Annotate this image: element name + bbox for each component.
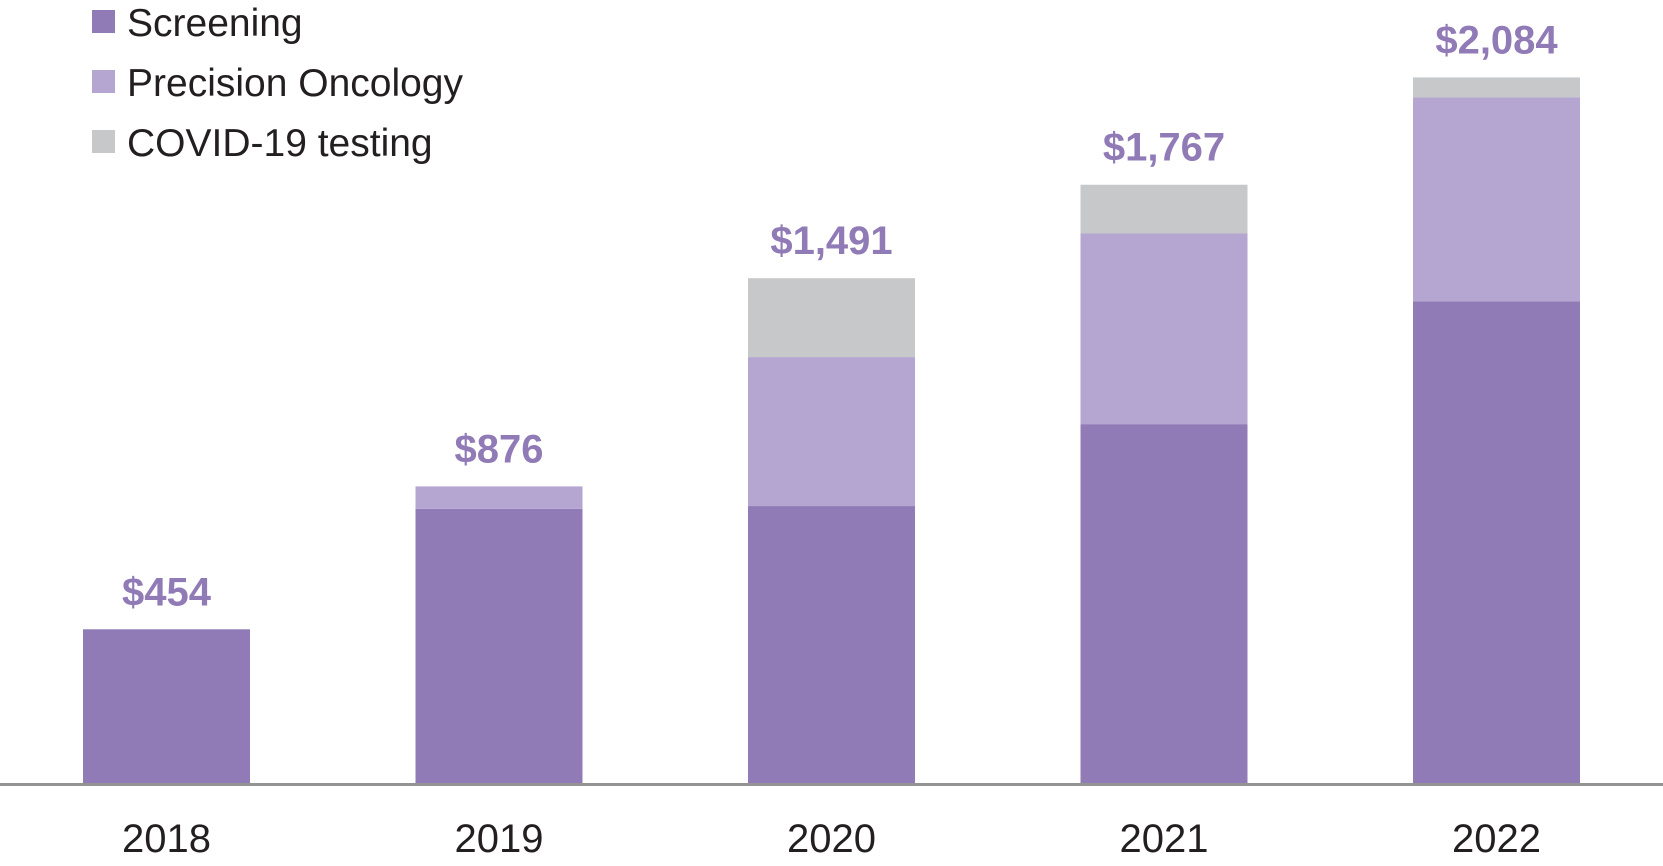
bar-segment-2022-precision-oncology — [1413, 97, 1580, 302]
x-tick-label-2020: 2020 — [787, 817, 876, 861]
legend-label-screening: Screening — [127, 2, 303, 45]
total-label-2021: $1,767 — [1103, 126, 1225, 170]
x-tick-label-2022: 2022 — [1452, 817, 1541, 861]
total-label-2019: $876 — [455, 427, 544, 471]
bar-segment-2019-precision-oncology — [415, 486, 583, 509]
chart-legend: Screening Precision Oncology COVID-19 test… — [92, 2, 463, 165]
bar-segment-2021-covid-19-testing — [1080, 184, 1248, 234]
x-tick-label-2018: 2018 — [122, 817, 211, 861]
bar-segment-2021-precision-oncology — [1080, 233, 1248, 425]
bar-segment-2020-screening — [748, 506, 915, 783]
legend-swatch-precision-oncology — [92, 70, 115, 93]
bar-segment-2020-precision-oncology — [748, 357, 915, 507]
chart-bars — [83, 77, 1580, 783]
legend-swatch-covid-19-testing — [92, 130, 115, 153]
x-axis-tick-labels: 2018 2019 2020 2021 2022 — [122, 817, 1541, 861]
total-label-2020: $1,491 — [770, 219, 892, 263]
bar-segment-2018-screening — [83, 629, 250, 783]
legend-label-precision-oncology: Precision Oncology — [127, 62, 463, 105]
total-label-2022: $2,084 — [1435, 18, 1558, 62]
bar-segment-2020-covid-19-testing — [748, 278, 915, 358]
bar-segment-2022-covid-19-testing — [1413, 77, 1580, 98]
legend-swatch-screening — [92, 10, 115, 33]
bar-segment-2022-screening — [1413, 301, 1580, 783]
x-tick-label-2019: 2019 — [455, 817, 544, 861]
legend-label-covid-19-testing: COVID-19 testing — [127, 122, 433, 165]
x-tick-label-2021: 2021 — [1120, 817, 1209, 861]
bar-segment-2021-screening — [1080, 424, 1248, 783]
chart-total-labels: $454 $876 $1,491 $1,767 $2,084 — [122, 18, 1558, 614]
bar-segment-2019-screening — [415, 508, 583, 783]
total-label-2018: $454 — [122, 570, 212, 614]
